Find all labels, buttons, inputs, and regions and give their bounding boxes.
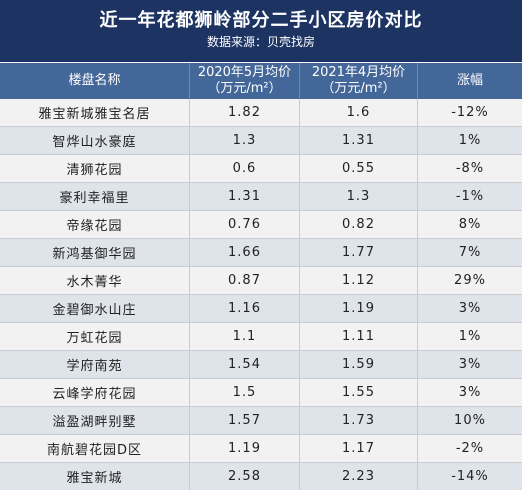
- table-row: 溢盈湖畔别墅 1.57 1.73 10%: [0, 407, 522, 435]
- header-price-2021-line1: 2021年4月均价: [311, 65, 406, 80]
- cell-name: 金碧御水山庄: [0, 295, 190, 322]
- table-body: 雅宝新城雅宝名居 1.82 1.6 -12% 智烨山水豪庭 1.3 1.31 1…: [0, 99, 522, 490]
- cell-price-2020: 1.1: [190, 323, 300, 350]
- cell-price-2021: 1.19: [300, 295, 418, 322]
- data-source: 数据来源：贝壳找房: [206, 35, 315, 49]
- cell-change: 8%: [458, 217, 482, 232]
- cell-price-2021: 1.12: [300, 267, 418, 294]
- cell-price-2021: 1.55: [300, 379, 418, 406]
- header-price-2021-line2: （万元/m²）: [321, 81, 396, 96]
- table-row: 雅宝新城雅宝名居 1.82 1.6 -12%: [0, 99, 522, 127]
- table-row: 金碧御水山庄 1.16 1.19 3%: [0, 295, 522, 323]
- cell-price-2020: 1.66: [190, 239, 300, 266]
- cell-name: 智烨山水豪庭: [0, 127, 190, 154]
- table-row: 帝缘花园 0.76 0.82 8%: [0, 211, 522, 239]
- cell-name: 溢盈湖畔别墅: [0, 407, 190, 434]
- table-row: 学府南苑 1.54 1.59 3%: [0, 351, 522, 379]
- cell-change: -14%: [451, 469, 489, 484]
- cell-price-2020: 1.3: [190, 127, 300, 154]
- table-row: 雅宝新城 2.58 2.23 -14%: [0, 463, 522, 490]
- table-row: 新鸿基御华园 1.66 1.77 7%: [0, 239, 522, 267]
- cell-change: 10%: [454, 413, 486, 428]
- cell-price-2021: 0.82: [300, 211, 418, 238]
- cell-price-2021: 1.77: [300, 239, 418, 266]
- cell-change: 3%: [458, 385, 482, 400]
- cell-price-2021: 1.11: [300, 323, 418, 350]
- table-row: 豪利幸福里 1.31 1.3 -1%: [0, 183, 522, 211]
- cell-change: 3%: [458, 357, 482, 372]
- cell-price-2021: 1.6: [300, 99, 418, 126]
- cell-name: 雅宝新城雅宝名居: [0, 99, 190, 126]
- cell-price-2020: 1.5: [190, 379, 300, 406]
- header-price-2020-line2: （万元/m²）: [207, 81, 282, 96]
- cell-change: 29%: [454, 273, 486, 288]
- table-row: 智烨山水豪庭 1.3 1.31 1%: [0, 127, 522, 155]
- header-price-2020: 2020年5月均价 （万元/m²）: [190, 63, 300, 99]
- cell-price-2021: 0.55: [300, 155, 418, 182]
- cell-price-2020: 1.16: [190, 295, 300, 322]
- header-change: 涨幅: [456, 73, 483, 88]
- cell-name: 水木菁华: [0, 267, 190, 294]
- cell-name: 云峰学府花园: [0, 379, 190, 406]
- cell-change: 3%: [458, 301, 482, 316]
- cell-name: 帝缘花园: [0, 211, 190, 238]
- cell-change: -8%: [455, 161, 485, 176]
- table-row: 云峰学府花园 1.5 1.55 3%: [0, 379, 522, 407]
- cell-name: 学府南苑: [0, 351, 190, 378]
- table-row: 水木菁华 0.87 1.12 29%: [0, 267, 522, 295]
- cell-price-2021: 1.17: [300, 435, 418, 462]
- cell-price-2020: 0.6: [190, 155, 300, 182]
- cell-price-2020: 1.19: [190, 435, 300, 462]
- table-row: 清狮花园 0.6 0.55 -8%: [0, 155, 522, 183]
- cell-name: 南航碧花园D区: [0, 435, 190, 462]
- cell-price-2020: 0.87: [190, 267, 300, 294]
- cell-price-2020: 2.58: [190, 463, 300, 490]
- cell-price-2020: 0.76: [190, 211, 300, 238]
- cell-change: -12%: [451, 105, 489, 120]
- cell-price-2020: 1.82: [190, 99, 300, 126]
- cell-price-2021: 1.31: [300, 127, 418, 154]
- header-name: 楼盘名称: [0, 63, 190, 99]
- table-title: 近一年花都狮岭部分二手小区房价对比: [99, 10, 423, 31]
- cell-price-2020: 1.31: [190, 183, 300, 210]
- cell-name: 豪利幸福里: [0, 183, 190, 210]
- cell-name: 清狮花园: [0, 155, 190, 182]
- cell-change: -2%: [455, 441, 485, 456]
- cell-price-2021: 2.23: [300, 463, 418, 490]
- cell-price-2021: 1.73: [300, 407, 418, 434]
- table-row: 南航碧花园D区 1.19 1.17 -2%: [0, 435, 522, 463]
- header-price-2020-line1: 2020年5月均价: [197, 65, 292, 80]
- cell-change: 1%: [458, 133, 482, 148]
- cell-name: 雅宝新城: [0, 463, 190, 490]
- cell-name: 新鸿基御华园: [0, 239, 190, 266]
- cell-change: -1%: [455, 189, 485, 204]
- table-header: 楼盘名称 2020年5月均价 （万元/m²） 2021年4月均价 （万元/m²）…: [0, 62, 522, 99]
- cell-name: 万虹花园: [0, 323, 190, 350]
- cell-price-2020: 1.54: [190, 351, 300, 378]
- header-price-2021: 2021年4月均价 （万元/m²）: [300, 63, 418, 99]
- cell-change: 1%: [458, 329, 482, 344]
- cell-change: 7%: [458, 245, 482, 260]
- table-row: 万虹花园 1.1 1.11 1%: [0, 323, 522, 351]
- cell-price-2020: 1.57: [190, 407, 300, 434]
- title-block: 近一年花都狮岭部分二手小区房价对比 数据来源：贝壳找房: [0, 0, 522, 62]
- cell-price-2021: 1.3: [300, 183, 418, 210]
- cell-price-2021: 1.59: [300, 351, 418, 378]
